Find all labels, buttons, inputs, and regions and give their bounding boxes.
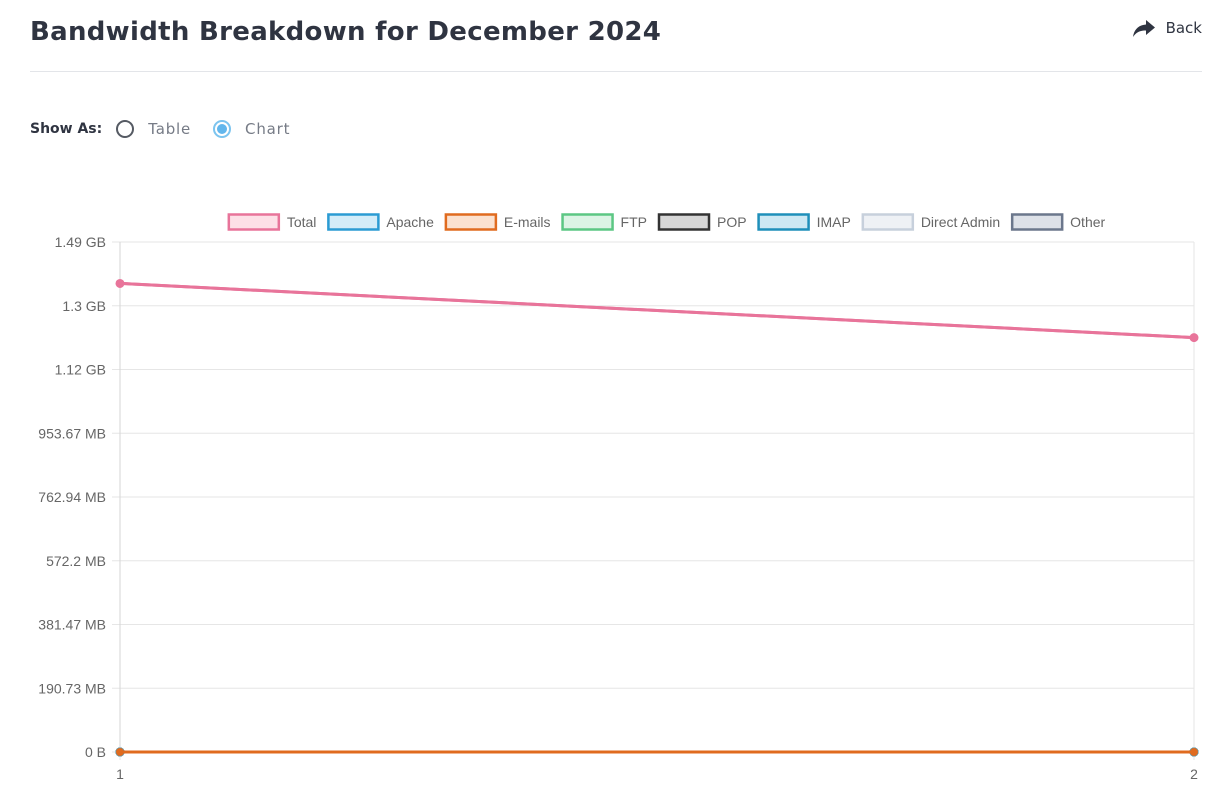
legend-item-e-mails[interactable] <box>444 213 498 231</box>
legend-swatch-ftp <box>561 213 614 231</box>
legend-item-ftp[interactable] <box>561 213 614 231</box>
y-tick-label: 1.49 GB <box>55 234 106 250</box>
table-radio[interactable] <box>116 120 135 138</box>
legend-label-direct-admin: Direct Admin <box>921 214 1000 230</box>
legend-label-pop: POP <box>717 214 747 230</box>
data-point-total-top <box>116 279 124 288</box>
x-tick-label: 2 <box>1190 766 1198 782</box>
legend-label-imap: IMAP <box>817 214 851 230</box>
legend-swatch-direct-admin <box>861 213 915 231</box>
legend-label-other: Other <box>1070 214 1105 230</box>
legend-label-total: Total <box>287 214 317 230</box>
y-tick-label: 762.94 MB <box>38 489 106 505</box>
legend-swatch-pop <box>657 213 711 231</box>
legend-swatch-other <box>1010 213 1064 231</box>
show-as-chart-option[interactable]: Chart <box>213 120 290 138</box>
legend-swatch-apache <box>327 213 380 231</box>
back-button[interactable]: Back <box>1132 18 1202 38</box>
page-title: Bandwidth Breakdown for December 2024 <box>30 17 662 47</box>
table-option-label: Table <box>148 120 192 138</box>
show-as-toggle: Show As: Table Chart <box>30 120 312 138</box>
data-point-total-top <box>1190 333 1198 342</box>
legend-label-apache: Apache <box>386 214 434 230</box>
x-tick-label: 1 <box>116 766 124 782</box>
y-tick-label: 1.3 GB <box>62 298 106 314</box>
y-tick-label: 572.2 MB <box>46 553 106 569</box>
legend-swatch-e-mails <box>444 213 498 231</box>
chart-radio[interactable] <box>213 120 232 138</box>
back-label: Back <box>1165 19 1202 37</box>
legend-item-other[interactable] <box>1010 213 1064 231</box>
legend-label-ftp: FTP <box>621 214 647 230</box>
show-as-label: Show As: <box>30 121 103 137</box>
chart-option-label: Chart <box>245 120 291 138</box>
legend-label-e-mails: E-mails <box>504 214 551 230</box>
header-divider <box>30 71 1202 72</box>
y-tick-label: 381.47 MB <box>38 617 106 633</box>
y-tick-label: 953.67 MB <box>38 425 106 441</box>
legend-item-direct-admin[interactable] <box>861 213 915 231</box>
legend-item-imap[interactable] <box>757 213 810 231</box>
series-line-total-top <box>119 281 1195 340</box>
share-arrow-icon <box>1132 18 1156 38</box>
legend-swatch-total <box>227 213 281 231</box>
legend-swatch-imap <box>757 213 810 231</box>
y-tick-label: 0 B <box>85 744 106 760</box>
legend-item-apache[interactable] <box>327 213 380 231</box>
show-as-table-option[interactable]: Table <box>116 120 191 138</box>
legend-item-pop[interactable] <box>657 213 711 231</box>
legend-item-total[interactable] <box>227 213 281 231</box>
data-point-e-mails-top <box>1190 748 1198 756</box>
y-tick-label: 1.12 GB <box>55 362 106 378</box>
y-tick-label: 190.73 MB <box>38 680 106 696</box>
data-point-e-mails-top <box>116 748 124 756</box>
